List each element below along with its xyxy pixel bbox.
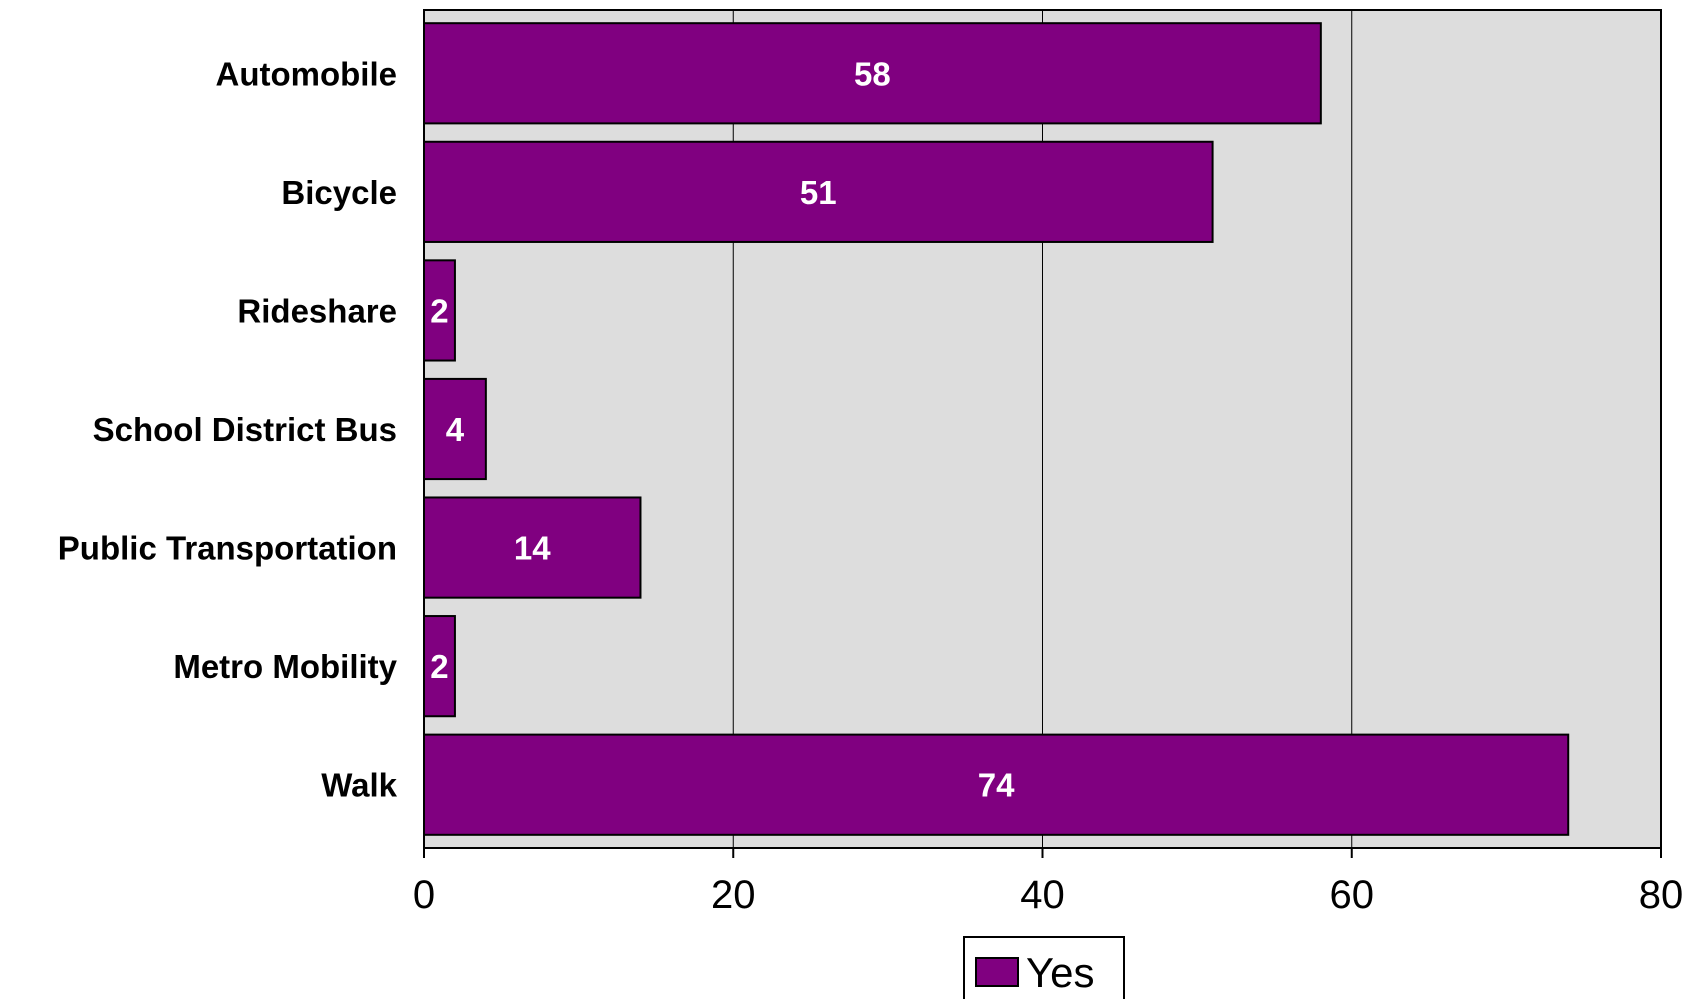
data-label-bicycle: 51 (800, 174, 837, 211)
category-label-automobile: Automobile (216, 55, 397, 92)
bars: 58 51 2 4 14 2 74 (423, 22, 1570, 836)
category-label-rideshare: Rideshare (237, 292, 397, 329)
legend-label: Yes (1026, 949, 1095, 996)
x-axis-ticks: 0 20 40 60 80 (413, 848, 1683, 917)
data-label-rideshare: 2 (430, 292, 448, 329)
bar-automobile (423, 22, 1322, 125)
tick-label-x-20: 20 (711, 873, 756, 917)
bar-public-transportation (423, 496, 642, 599)
data-label-public-transportation: 14 (514, 530, 551, 567)
bar-school-district-bus (423, 377, 487, 481)
category-label-bicycle: Bicycle (281, 174, 397, 211)
bar-rideshare (423, 259, 456, 362)
bar-walk (423, 733, 1570, 836)
category-label-metro-mobility: Metro Mobility (173, 648, 397, 685)
tick-label-x-60: 60 (1330, 873, 1375, 917)
tick-label-x-40: 40 (1020, 873, 1065, 917)
tick-label-x-0: 0 (413, 873, 435, 917)
category-label-school-district-bus: School District Bus (93, 411, 397, 448)
tick-label-x-80: 80 (1639, 873, 1684, 917)
legend-swatch (975, 957, 1019, 987)
category-label-public-transportation: Public Transportation (58, 530, 397, 567)
data-label-walk: 74 (978, 767, 1015, 804)
data-label-school-district-bus: 4 (446, 411, 465, 448)
category-labels: Automobile Bicycle Rideshare School Distric… (58, 55, 398, 803)
category-label-walk: Walk (321, 767, 397, 804)
data-label-metro-mobility: 2 (430, 648, 448, 685)
bar-bicycle (423, 140, 1214, 243)
legend: Yes (963, 936, 1125, 999)
data-label-automobile: 58 (854, 55, 891, 92)
